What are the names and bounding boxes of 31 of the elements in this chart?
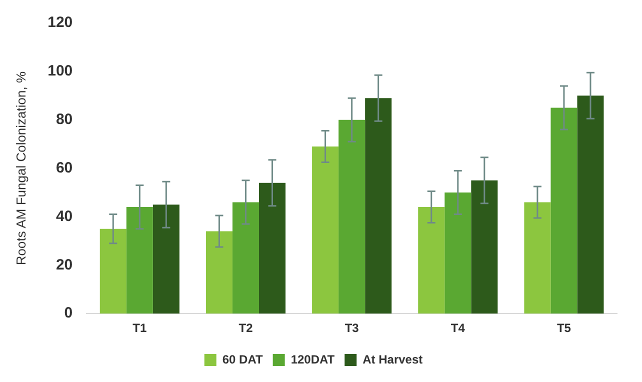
bar xyxy=(471,180,498,314)
x-tick-label: T1 xyxy=(132,321,147,336)
bar xyxy=(550,108,578,314)
bar xyxy=(259,182,286,314)
y-tick-label: 60 xyxy=(56,159,73,176)
bar xyxy=(312,146,339,314)
bar xyxy=(577,96,604,314)
y-tick-label: 80 xyxy=(56,111,73,128)
bar xyxy=(232,202,259,314)
bar xyxy=(444,192,472,314)
bar xyxy=(152,204,180,314)
x-tick-label: T2 xyxy=(238,321,254,336)
y-tick-label: 20 xyxy=(56,256,73,274)
y-tick-label: 120 xyxy=(48,14,73,32)
legend-label: At Harvest xyxy=(362,352,423,366)
bar xyxy=(524,202,551,314)
y-tick-label: 40 xyxy=(56,208,73,225)
bar xyxy=(338,120,366,314)
x-tick-label: T4 xyxy=(450,321,466,336)
y-tick-label: 0 xyxy=(64,304,73,322)
legend-label: 60 DAT xyxy=(222,352,264,366)
bar xyxy=(206,231,232,314)
bar xyxy=(100,228,126,314)
y-tick-label: 100 xyxy=(48,62,73,80)
x-tick-label: T5 xyxy=(556,321,572,336)
bar xyxy=(365,98,392,314)
bar xyxy=(126,207,153,314)
x-tick-label: T3 xyxy=(344,321,360,336)
legend-label: 120DAT xyxy=(290,352,336,366)
y-axis-title: Roots AM Fungal Colonization, % xyxy=(13,71,28,266)
bar xyxy=(418,207,445,314)
